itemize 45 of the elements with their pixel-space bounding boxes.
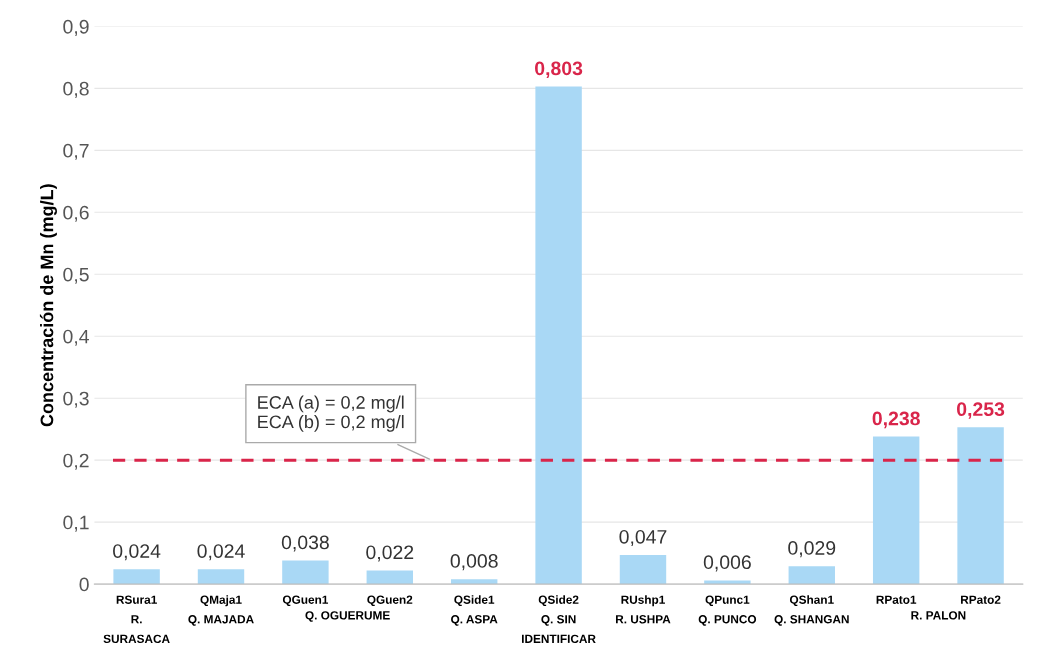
y-tick-label: 0,4 xyxy=(63,329,89,346)
x-tick-label: RPato2 xyxy=(961,595,1001,604)
bar xyxy=(788,566,835,585)
x-tick-label: QSide1 Q. ASPA xyxy=(451,595,498,626)
ref-line-label: ECA (a) = 0,2 mg/l ECA (b) = 0,2 mg/l xyxy=(258,395,404,432)
data-label: 0,029 xyxy=(788,541,836,558)
data-label: 0,024 xyxy=(113,544,161,561)
y-tick-label: 0,2 xyxy=(63,453,89,470)
data-label: 0,008 xyxy=(450,554,498,571)
bar xyxy=(619,554,667,585)
x-tick-label: QPunc1 Q. PUNCO xyxy=(698,595,757,626)
y-tick-label: 0,7 xyxy=(63,143,89,160)
data-label: 0,047 xyxy=(619,529,667,546)
x-tick-label: RUshp1 R. USHPA xyxy=(616,595,671,624)
x-tick-label: RPato1 xyxy=(876,595,917,604)
data-label: 0,803 xyxy=(535,61,583,79)
y-tick-label: 0,5 xyxy=(63,267,89,284)
x-tick-label: RSura1 R. SURASACA xyxy=(103,595,170,643)
y-tick-label: 0,3 xyxy=(63,391,89,408)
data-label: 0,006 xyxy=(703,555,751,572)
bar xyxy=(282,560,329,585)
y-tick-label: 0,6 xyxy=(63,205,89,222)
text: Q. OGUERUME xyxy=(305,611,390,622)
y-axis-title: Concentración de Mn (mg/L) xyxy=(39,184,57,427)
bar xyxy=(366,570,414,585)
data-label: 0,022 xyxy=(366,545,414,562)
x-tick-label: QGuen1 xyxy=(282,595,329,607)
bar xyxy=(957,427,1004,585)
x-tick-label: QGuen2 xyxy=(367,595,413,607)
y-tick-label: 0 xyxy=(79,577,89,592)
y-tick-label: 0,8 xyxy=(63,81,89,98)
data-label: 0,253 xyxy=(957,402,1005,419)
x-tick-label: QSide2 Q. SIN IDENTIFICAR xyxy=(522,595,596,643)
y-tick-label: 0,1 xyxy=(63,515,89,532)
data-label: 0,038 xyxy=(281,535,329,552)
bar xyxy=(535,86,582,585)
y-tick-label: 0,9 xyxy=(63,19,89,36)
data-label: 0,238 xyxy=(872,411,920,429)
bar xyxy=(113,569,160,585)
x-tick-label: QShan1 Q. SHANGAN xyxy=(774,595,849,626)
x-tick-label: QMaja1 Q. MAJADA xyxy=(188,595,254,626)
bar xyxy=(872,436,920,585)
bar xyxy=(197,569,245,585)
data-label: 0,024 xyxy=(197,544,245,561)
text: R. PALON xyxy=(911,611,966,620)
